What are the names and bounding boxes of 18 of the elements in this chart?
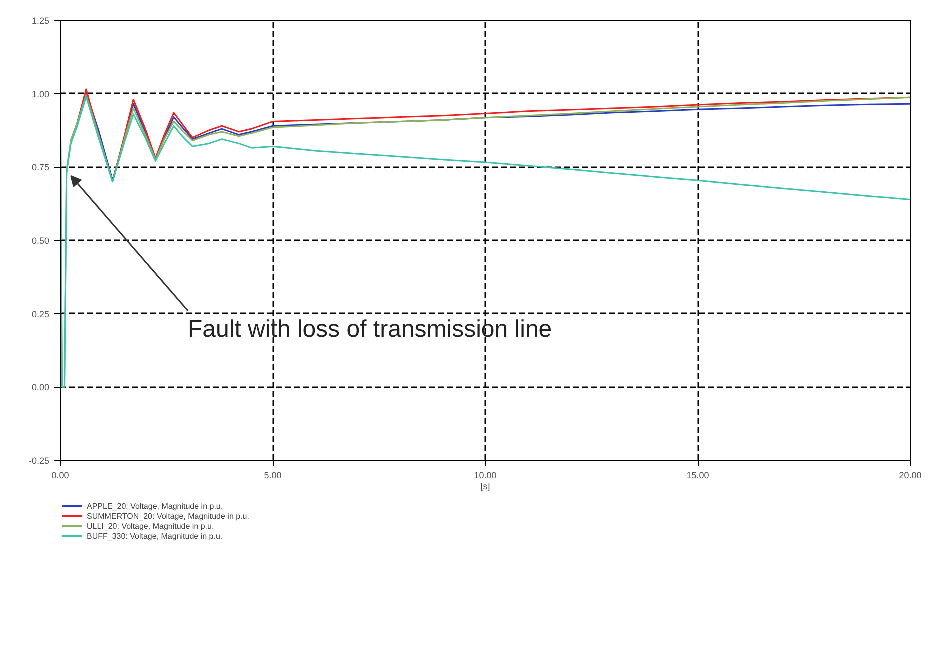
x-tick-label: 15.00 <box>686 470 710 480</box>
x-tick-label: 20.00 <box>899 470 922 480</box>
legend-label: ULLI_20: Voltage, Magnitude in p.u. <box>87 521 214 531</box>
y-tick-label: 0.75 <box>32 162 50 173</box>
annotation: Fault with loss of transmission line <box>188 316 552 344</box>
x-tick-label: 0.00 <box>52 470 70 480</box>
x-axis-title: [s] <box>480 482 490 492</box>
y-tick-label: 0.00 <box>32 382 50 393</box>
y-tick-label: -0.25 <box>28 456 50 466</box>
y-tick-label: 1.00 <box>32 89 50 100</box>
legend-label: SUMMERTON_20: Voltage, Magnitude in p.u. <box>87 511 250 521</box>
y-tick-label: 1.25 <box>32 16 50 26</box>
y-tick-label: 0.50 <box>32 236 50 246</box>
legend-label: APPLE_20: Voltage, Magnitude in p.u. <box>87 501 224 511</box>
x-tick-label: 5.00 <box>264 470 282 480</box>
legend-label: BUFF_330: Voltage, Magnitude in p.u. <box>87 531 223 541</box>
x-tick-label: 10.00 <box>474 470 497 480</box>
y-tick-label: 0.25 <box>32 309 50 320</box>
